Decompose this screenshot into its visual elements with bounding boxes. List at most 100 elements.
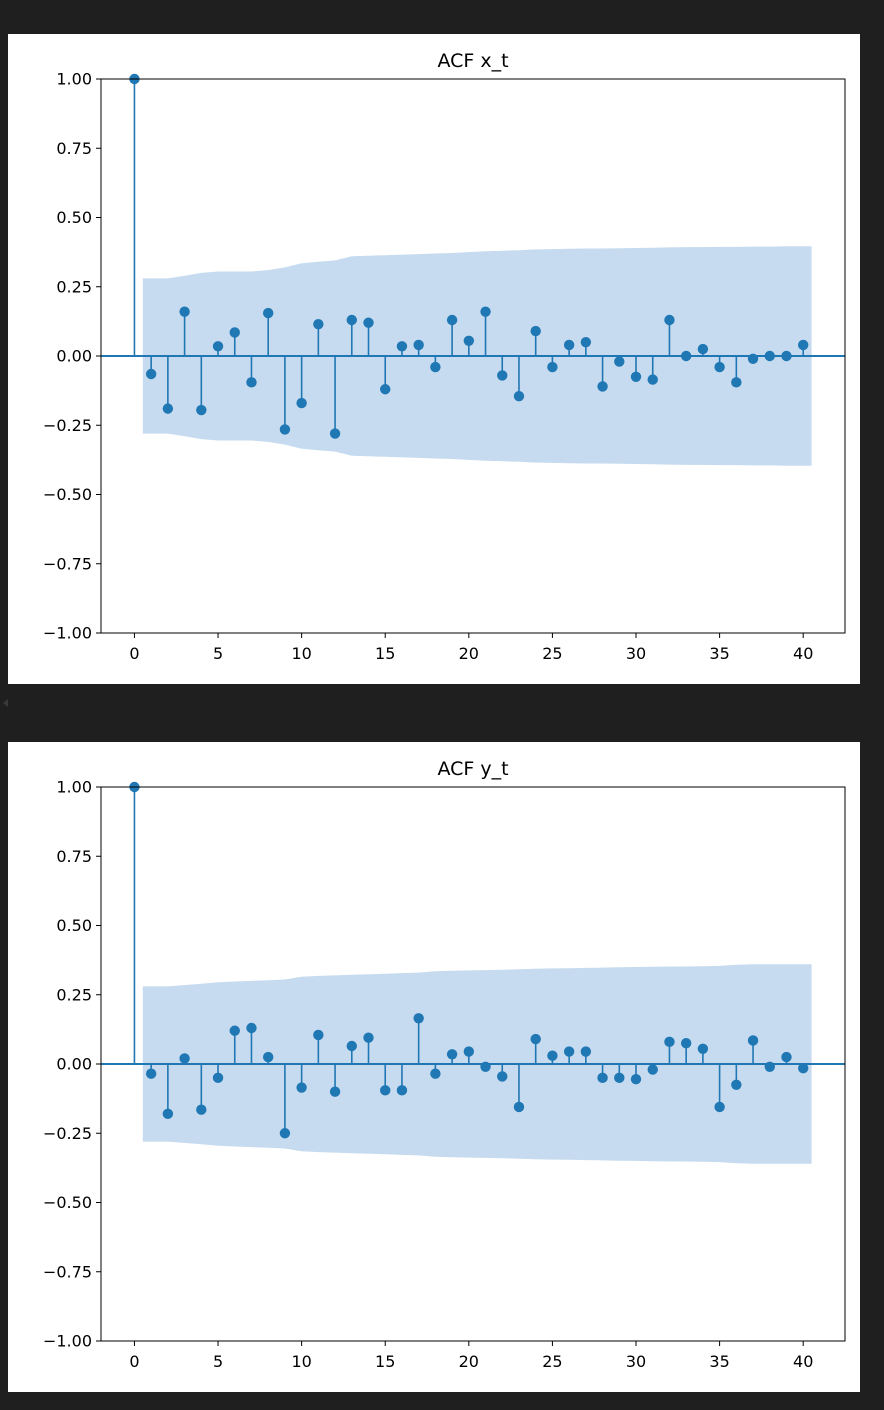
stem-marker-lag-36 bbox=[731, 377, 742, 388]
stem-marker-lag-12 bbox=[329, 1086, 341, 1097]
acf-xt-chart-panel: −1.00 −0.75 −0.50 −0.25 0.00 0.25 0.50 0.75 1.00… bbox=[8, 34, 860, 684]
stem-marker-lag-21 bbox=[480, 306, 491, 317]
stem-marker-lag-28 bbox=[597, 381, 608, 392]
y-tick-label: 0.25 bbox=[56, 985, 92, 1004]
stem-marker-lag-40 bbox=[798, 1062, 809, 1074]
stem-marker-lag-34 bbox=[697, 1043, 709, 1054]
stem-marker-lag-26 bbox=[563, 339, 575, 351]
stem-marker-lag-20 bbox=[463, 1046, 475, 1057]
stem-marker-lag-31 bbox=[647, 374, 658, 385]
x-tick-label: 30 bbox=[626, 644, 646, 663]
x-tick-label: 40 bbox=[793, 644, 813, 663]
chart-title: ACF x_t bbox=[437, 50, 508, 72]
y-tick-label: 1.00 bbox=[56, 70, 92, 89]
y-tick-label: −0.50 bbox=[43, 485, 92, 504]
y-tick-label: −0.75 bbox=[43, 1262, 92, 1281]
y-tick-label: −1.00 bbox=[43, 1332, 92, 1351]
stem-marker-lag-33 bbox=[680, 1038, 692, 1049]
stem-marker-lag-11 bbox=[313, 1029, 324, 1041]
stem-marker-lag-37 bbox=[747, 1035, 759, 1046]
x-tick-label: 10 bbox=[291, 644, 311, 663]
stem-marker-lag-25 bbox=[547, 1050, 558, 1061]
stem-marker-lag-13 bbox=[346, 314, 357, 326]
stem-marker-lag-10 bbox=[296, 397, 307, 409]
y-tick-label: 0.00 bbox=[56, 1055, 92, 1074]
y-tick-label: −0.25 bbox=[43, 1124, 92, 1143]
stem-marker-lag-7 bbox=[246, 1022, 257, 1034]
stem-marker-lag-4 bbox=[196, 404, 207, 416]
stem-marker-lag-38 bbox=[764, 350, 775, 362]
stem-marker-lag-28 bbox=[597, 1072, 608, 1084]
x-tick-label: 15 bbox=[375, 1352, 395, 1371]
stem-marker-lag-5 bbox=[212, 1072, 224, 1084]
stem-marker-lag-8 bbox=[262, 307, 274, 319]
y-tick-label: −0.50 bbox=[43, 1193, 92, 1212]
stem-marker-lag-4 bbox=[196, 1104, 207, 1115]
y-tick-label: −0.75 bbox=[43, 554, 92, 573]
x-tick-label: 35 bbox=[709, 1352, 729, 1371]
stem-marker-lag-32 bbox=[664, 1036, 675, 1048]
stem-marker-lag-31 bbox=[647, 1064, 658, 1075]
stem-marker-lag-23 bbox=[513, 390, 525, 402]
x-tick-label: 25 bbox=[542, 644, 562, 663]
stem-marker-lag-22 bbox=[497, 1071, 508, 1082]
x-tick-label: 20 bbox=[459, 1352, 479, 1371]
stem-marker-lag-33 bbox=[680, 350, 692, 362]
x-tick-label: 35 bbox=[709, 644, 729, 663]
stem-marker-lag-29 bbox=[614, 1072, 625, 1084]
stem-marker-lag-11 bbox=[313, 318, 324, 330]
stem-marker-lag-1 bbox=[145, 368, 157, 380]
stem-marker-lag-8 bbox=[262, 1051, 274, 1063]
stem-marker-lag-13 bbox=[346, 1040, 357, 1052]
x-tick-label: 5 bbox=[213, 1352, 223, 1371]
stem-marker-lag-29 bbox=[614, 356, 625, 367]
acf-yt-chart-panel: −1.00 −0.75 −0.50 −0.25 0.00 0.25 0.50 0.75 1.00… bbox=[8, 742, 860, 1392]
stem-marker-lag-35 bbox=[714, 1101, 725, 1113]
y-tick-label: 0.00 bbox=[56, 347, 92, 366]
stem-marker-lag-38 bbox=[764, 1061, 775, 1072]
stem-marker-lag-10 bbox=[296, 1082, 307, 1093]
stem-marker-lag-3 bbox=[179, 1053, 190, 1064]
stem-marker-lag-18 bbox=[430, 361, 441, 373]
stem-marker-lag-19 bbox=[446, 314, 458, 326]
stem-marker-lag-17 bbox=[413, 339, 424, 351]
y-tick-label: 0.50 bbox=[56, 916, 92, 935]
stem-marker-lag-34 bbox=[697, 343, 709, 355]
stem-marker-lag-16 bbox=[396, 1085, 408, 1096]
stem-marker-lag-23 bbox=[513, 1101, 525, 1113]
stem-marker-lag-20 bbox=[463, 335, 475, 346]
stem-marker-lag-24 bbox=[530, 325, 541, 337]
stem-marker-lag-22 bbox=[497, 370, 508, 381]
stem-marker-lag-25 bbox=[547, 361, 558, 373]
stem-marker-lag-26 bbox=[563, 1046, 575, 1057]
stem-marker-lag-17 bbox=[413, 1013, 424, 1024]
x-tick-label: 0 bbox=[129, 1352, 139, 1371]
stem-marker-lag-39 bbox=[781, 350, 792, 362]
y-tick-label: 0.75 bbox=[56, 847, 92, 866]
stem-marker-lag-14 bbox=[363, 317, 374, 328]
stem-marker-lag-24 bbox=[530, 1033, 541, 1045]
x-tick-label: 40 bbox=[793, 1352, 813, 1371]
y-tick-label: 0.25 bbox=[56, 277, 92, 296]
stem-marker-lag-6 bbox=[229, 327, 240, 338]
y-tick-label: −1.00 bbox=[43, 624, 92, 643]
stem-marker-lag-6 bbox=[229, 1025, 240, 1036]
stem-marker-lag-36 bbox=[731, 1079, 742, 1090]
stem-marker-lag-7 bbox=[246, 377, 257, 388]
stem-marker-lag-14 bbox=[363, 1032, 374, 1043]
stem-marker-lag-19 bbox=[446, 1049, 458, 1060]
x-tick-label: 20 bbox=[459, 644, 479, 663]
y-tick-label: −0.25 bbox=[43, 416, 92, 435]
stem-marker-lag-30 bbox=[630, 371, 642, 382]
chart-title: ACF y_t bbox=[437, 758, 508, 780]
stem-marker-lag-2 bbox=[162, 403, 174, 414]
y-tick-label: 0.75 bbox=[56, 139, 92, 158]
stem-marker-lag-27 bbox=[580, 1046, 592, 1057]
stem-marker-lag-15 bbox=[380, 1085, 391, 1096]
scroll-left-icon[interactable] bbox=[3, 699, 8, 707]
x-tick-label: 25 bbox=[542, 1352, 562, 1371]
stem-marker-lag-1 bbox=[145, 1068, 157, 1079]
y-tick-label: 0.50 bbox=[56, 208, 92, 227]
x-tick-label: 30 bbox=[626, 1352, 646, 1371]
stem-marker-lag-18 bbox=[430, 1068, 441, 1079]
